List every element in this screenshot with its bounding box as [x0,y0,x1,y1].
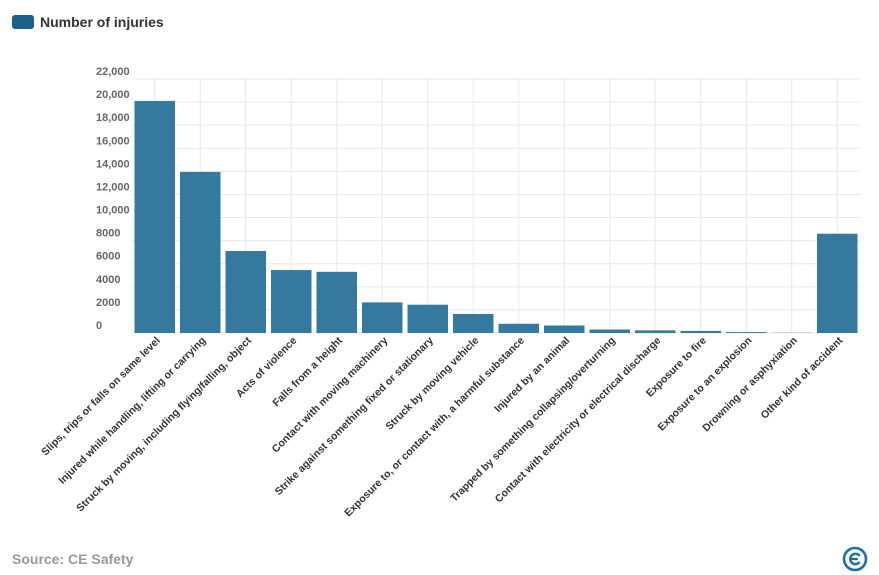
x-category-label: Strike against something fixed or statio… [273,335,436,498]
bar [817,233,858,333]
bar [225,251,266,333]
bar [589,329,630,333]
y-tick-label: 2000 [96,297,120,309]
y-tick-label: 18,000 [96,112,130,124]
bar [180,171,221,333]
x-category-label: Drowning or asphyxiation [700,335,800,435]
bar [271,270,312,333]
bar [680,330,721,333]
x-category-label: Struck by moving vehicle [383,335,481,433]
y-tick-label: 6000 [96,251,120,263]
bar [316,271,357,333]
legend-swatch [12,15,34,29]
bar [544,325,585,333]
y-tick-label: 22,000 [96,66,130,78]
x-category-label: Struck by moving, including flying/falli… [74,334,254,514]
y-tick-label: 14,000 [96,158,130,170]
source-note: Source: CE Safety [12,551,134,567]
x-category-label: Trapped by something collapsing/overturn… [448,335,618,505]
y-tick-label: 4000 [96,274,120,286]
x-category-label: Contact with electricity or electrical d… [493,335,664,506]
y-tick-label: 0 [96,320,102,332]
bar [635,330,676,333]
bar [453,313,494,333]
bar [726,332,767,333]
bar [134,100,175,333]
y-tick-label: 8000 [96,228,120,240]
bar [407,304,448,333]
y-tick-label: 16,000 [96,135,130,147]
bar [362,302,403,333]
y-tick-label: 12,000 [96,181,130,193]
x-category-label: Other kind of accident [758,334,845,421]
y-tick-label: 20,000 [96,89,130,101]
bar [498,323,539,333]
x-category-label: Injured by an animal [492,335,572,415]
logo-c [849,552,861,566]
bar-chart: 0 2000 4000 6000 8000 10,000 12,000 14,000 16,00… [39,66,860,519]
x-category-label: Exposure to an explosion [656,335,755,434]
legend: Number of injuries [12,14,164,30]
ce-safety-logo-icon [842,546,868,572]
y-tick-label: 10,000 [96,205,130,217]
logo-ring [842,546,868,572]
legend-label: Number of injuries [40,14,164,30]
